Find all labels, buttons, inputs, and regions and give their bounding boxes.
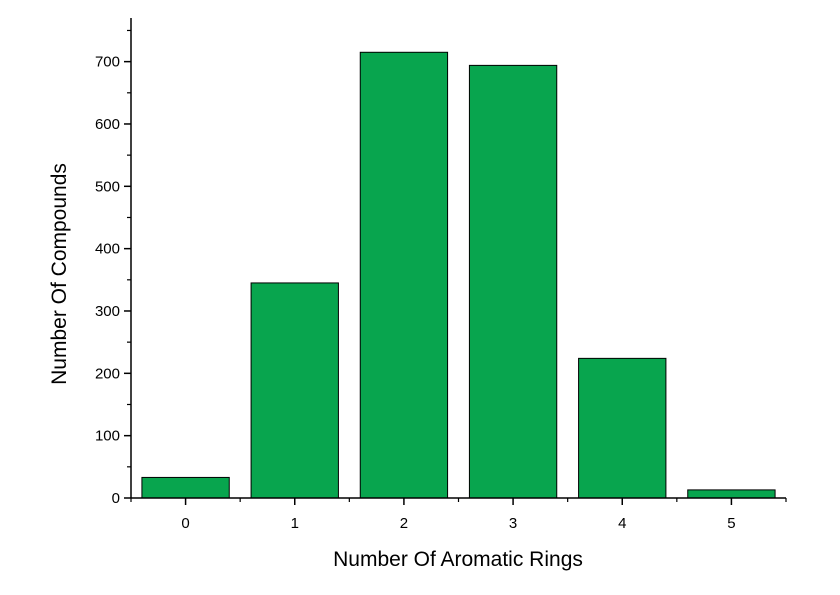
x-axis-title: Number Of Aromatic Rings [333, 548, 583, 571]
bars-group [141, 51, 776, 499]
bar-4 [578, 357, 667, 499]
y-tick-label: 100 [95, 428, 120, 445]
x-axis-ticks: 0 1 2 3 4 5 [130, 498, 787, 532]
x-tick-label: 2 [400, 515, 408, 532]
y-tick-label: 600 [95, 116, 120, 133]
bar-3 [468, 64, 558, 499]
x-tick-label: 5 [727, 515, 735, 532]
bar-2 [359, 51, 449, 499]
y-axis-ticks: 0 100 200 300 400 500 600 700 [95, 29, 131, 507]
x-tick-label: 0 [181, 515, 189, 532]
x-tick-label: 4 [618, 515, 626, 532]
x-tick-label: 1 [291, 515, 299, 532]
y-tick-label: 0 [112, 490, 120, 507]
bar-0 [141, 476, 230, 499]
y-tick-label: 400 [95, 241, 120, 258]
y-axis-title: Number Of Compounds [48, 163, 71, 385]
y-tick-label: 300 [95, 303, 120, 320]
y-tick-label: 500 [95, 178, 120, 195]
bar-1 [250, 282, 339, 499]
bar-5 [687, 489, 776, 499]
x-tick-label: 3 [509, 515, 517, 532]
y-tick-label: 700 [95, 54, 120, 71]
y-tick-label: 200 [95, 365, 120, 382]
